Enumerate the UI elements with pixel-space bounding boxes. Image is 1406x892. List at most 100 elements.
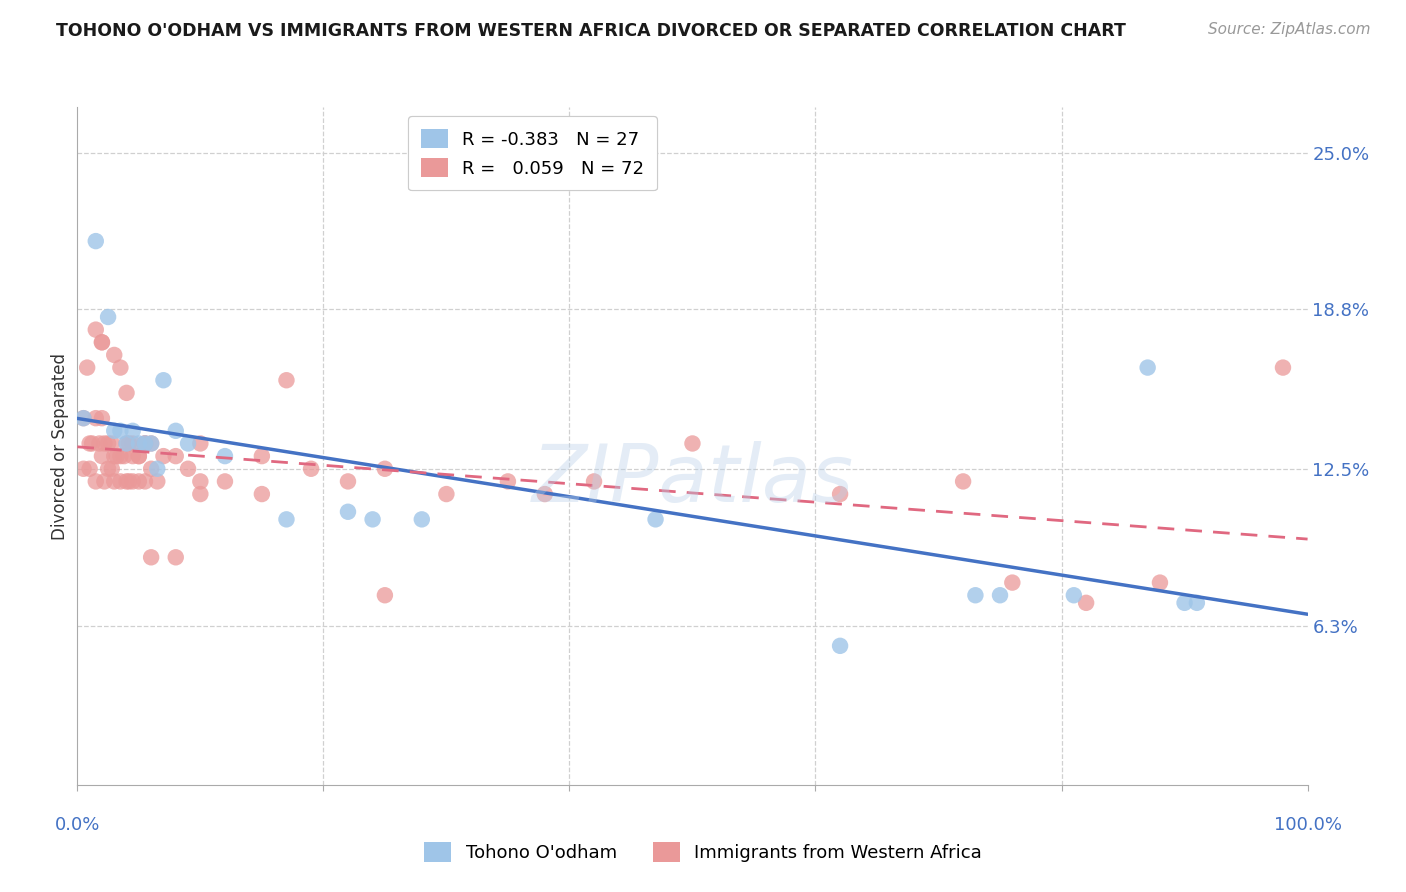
Point: [165, 449, 187, 463]
Point: [134, 436, 156, 450]
Point: [152, 449, 174, 463]
Point: [110, 360, 132, 375]
Point: [190, 436, 212, 450]
Point: [682, 436, 704, 450]
Point: [112, 449, 135, 463]
Point: [644, 512, 666, 526]
Point: [134, 475, 156, 489]
Point: [141, 436, 163, 450]
Point: [101, 436, 124, 450]
Point: [105, 449, 128, 463]
Point: [84, 475, 107, 489]
Point: [79, 462, 101, 476]
Point: [583, 475, 606, 489]
Point: [374, 588, 396, 602]
Point: [965, 588, 987, 602]
Point: [1174, 596, 1197, 610]
Text: Source: ZipAtlas.com: Source: ZipAtlas.com: [1208, 22, 1371, 37]
Point: [115, 436, 138, 450]
Point: [103, 475, 125, 489]
Point: [165, 424, 187, 438]
Point: [146, 462, 169, 476]
Point: [165, 550, 187, 565]
Point: [830, 487, 852, 501]
Point: [177, 436, 200, 450]
Point: [141, 436, 163, 450]
Text: 0.0%: 0.0%: [55, 816, 100, 834]
Point: [1136, 360, 1159, 375]
Point: [72, 411, 94, 425]
Point: [250, 487, 273, 501]
Legend: Tohono O'odham, Immigrants from Western Africa: Tohono O'odham, Immigrants from Western …: [416, 835, 990, 870]
Text: 100.0%: 100.0%: [1274, 816, 1341, 834]
Point: [84, 411, 107, 425]
Point: [90, 335, 114, 350]
Point: [115, 475, 138, 489]
Point: [97, 462, 120, 476]
Point: [103, 424, 125, 438]
Point: [110, 475, 132, 489]
Point: [496, 475, 519, 489]
Point: [103, 348, 125, 362]
Point: [121, 475, 143, 489]
Point: [141, 550, 163, 565]
Point: [97, 436, 120, 450]
Point: [134, 436, 156, 450]
Point: [534, 487, 557, 501]
Point: [128, 449, 150, 463]
Point: [190, 475, 212, 489]
Point: [90, 449, 114, 463]
Point: [84, 234, 107, 248]
Y-axis label: Divorced or Separated: Divorced or Separated: [51, 352, 69, 540]
Point: [93, 436, 115, 450]
Point: [152, 373, 174, 387]
Point: [411, 512, 433, 526]
Point: [1076, 596, 1098, 610]
Point: [276, 373, 298, 387]
Point: [115, 385, 138, 400]
Point: [952, 475, 974, 489]
Point: [988, 588, 1011, 602]
Point: [90, 411, 114, 425]
Point: [190, 487, 212, 501]
Point: [830, 639, 852, 653]
Point: [76, 360, 98, 375]
Point: [1272, 360, 1295, 375]
Point: [93, 475, 115, 489]
Point: [103, 449, 125, 463]
Point: [361, 512, 384, 526]
Point: [118, 436, 141, 450]
Point: [214, 475, 236, 489]
Point: [1001, 575, 1024, 590]
Text: TOHONO O'ODHAM VS IMMIGRANTS FROM WESTERN AFRICA DIVORCED OR SEPARATED CORRELATI: TOHONO O'ODHAM VS IMMIGRANTS FROM WESTER…: [56, 22, 1126, 40]
Point: [134, 436, 156, 450]
Point: [436, 487, 458, 501]
Point: [250, 449, 273, 463]
Point: [128, 475, 150, 489]
Point: [110, 424, 132, 438]
Point: [1149, 575, 1171, 590]
Point: [1063, 588, 1085, 602]
Point: [141, 462, 163, 476]
Point: [97, 310, 120, 324]
Point: [337, 505, 360, 519]
Point: [121, 449, 143, 463]
Point: [115, 436, 138, 450]
Point: [128, 436, 150, 450]
Point: [84, 323, 107, 337]
Point: [79, 436, 101, 450]
Point: [82, 436, 104, 450]
Point: [1185, 596, 1208, 610]
Point: [337, 475, 360, 489]
Point: [101, 462, 124, 476]
Point: [374, 462, 396, 476]
Point: [214, 449, 236, 463]
Point: [146, 475, 169, 489]
Text: ZIPatlas: ZIPatlas: [531, 441, 853, 519]
Point: [299, 462, 322, 476]
Point: [276, 512, 298, 526]
Point: [72, 411, 94, 425]
Point: [118, 475, 141, 489]
Point: [110, 449, 132, 463]
Point: [90, 335, 114, 350]
